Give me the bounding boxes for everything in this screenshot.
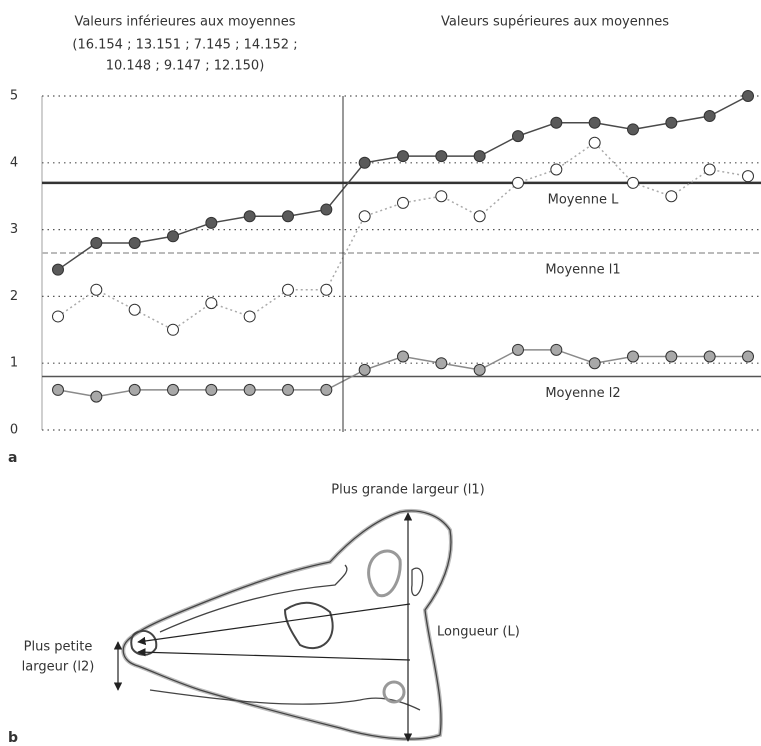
- panel-label: a: [8, 450, 17, 466]
- data-point: [128, 383, 141, 396]
- data-point: [167, 230, 179, 243]
- data-point: [90, 236, 103, 249]
- header-left: (16.154 ; 13.151 ; 7.145 ; 14.152 ;: [72, 38, 297, 53]
- header-left: 10.148 ; 9.147 ; 12.150): [106, 59, 265, 74]
- data-point: [320, 383, 333, 396]
- data-point: [627, 123, 639, 136]
- data-point: [282, 283, 294, 296]
- data-point: [588, 357, 601, 370]
- data-point: [703, 110, 716, 123]
- data-point: [473, 363, 486, 376]
- data-point: [52, 263, 64, 276]
- y-tick-label: 0: [10, 423, 18, 438]
- data-point: [358, 156, 371, 169]
- y-tick-label: 4: [10, 155, 18, 170]
- header-left: Valeurs inférieures aux moyennes: [74, 15, 295, 30]
- data-point: [397, 150, 409, 163]
- data-point: [243, 210, 256, 223]
- data-point: [320, 203, 333, 216]
- data-point: [205, 383, 218, 396]
- data-point: [665, 190, 678, 203]
- data-point: [627, 176, 639, 189]
- data-point: [320, 283, 333, 296]
- data-point: [205, 297, 218, 310]
- data-point: [167, 323, 179, 336]
- data-point: [550, 343, 563, 356]
- data-point: [167, 383, 179, 396]
- data-point: [665, 116, 678, 129]
- data-point: [473, 150, 486, 163]
- data-point: [358, 210, 371, 223]
- mean-label: Moyenne l1: [545, 262, 620, 277]
- mean-label: Moyenne l2: [545, 386, 620, 401]
- series-line: [57, 141, 749, 331]
- data-point: [397, 350, 409, 363]
- data-point: [550, 163, 563, 176]
- measure-arrows: [113, 512, 413, 742]
- data-point: [742, 170, 754, 183]
- y-tick-label: 3: [10, 222, 18, 237]
- panel-label: b: [8, 730, 18, 746]
- data-point: [473, 210, 486, 223]
- data-point: [128, 303, 141, 316]
- data-point: [205, 216, 218, 229]
- data-point: [742, 350, 754, 363]
- data-point: [550, 116, 563, 129]
- data-point: [512, 130, 524, 143]
- data-point: [588, 136, 601, 149]
- data-point: [703, 350, 716, 363]
- data-point: [90, 283, 103, 296]
- data-point: [512, 343, 524, 356]
- chart: 0 1 2 3 4 5 Moyenne L Moyenne l1 Moyenne l2: [10, 89, 761, 438]
- data-point: [588, 116, 601, 129]
- data-point: [243, 310, 256, 323]
- mean-label: Moyenne L: [548, 192, 619, 207]
- data-point: [243, 383, 256, 396]
- y-tick-label: 2: [10, 289, 18, 304]
- data-point: [742, 90, 754, 102]
- data-point: [52, 310, 64, 323]
- annotation: Plus petite: [24, 640, 93, 655]
- annotation: largeur (l2): [22, 660, 95, 675]
- data-point: [128, 236, 141, 249]
- skull-drawing: [121, 509, 453, 742]
- data-point: [358, 363, 371, 376]
- data-point: [665, 350, 678, 363]
- annotation: Longueur (L): [437, 625, 520, 640]
- data-point: [435, 190, 448, 203]
- data-point: [435, 357, 448, 370]
- y-tick-label: 5: [10, 89, 18, 104]
- y-tick-label: 1: [10, 356, 18, 371]
- data-point: [435, 150, 448, 163]
- data-point: [282, 210, 294, 223]
- data-point: [627, 350, 639, 363]
- data-point: [397, 196, 409, 209]
- data-point: [512, 176, 524, 189]
- data-point: [703, 163, 716, 176]
- data-point: [90, 390, 103, 403]
- data-point: [282, 383, 294, 396]
- data-point: [52, 383, 64, 396]
- header-right: Valeurs supérieures aux moyennes: [441, 15, 669, 30]
- annotation: Plus grande largeur (l1): [331, 483, 484, 498]
